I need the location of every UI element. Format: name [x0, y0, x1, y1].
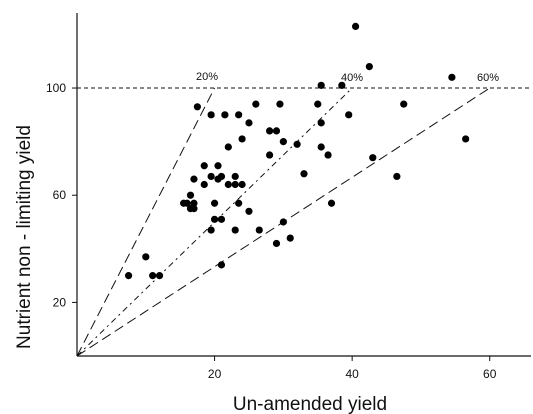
data-point [231, 172, 239, 181]
data-point [217, 261, 226, 269]
data-point [286, 234, 294, 242]
reference-lines: 20% 40% 60% [76, 71, 531, 357]
data-point [317, 143, 325, 151]
data-point [217, 215, 226, 223]
data-point [190, 175, 198, 183]
ref-line-label: 20% [196, 71, 218, 83]
tick-labels: 20 40 60 20 60 100 [46, 81, 497, 381]
y-tick-label: 100 [46, 81, 66, 95]
data-point [190, 205, 198, 213]
data-point [224, 143, 232, 151]
data-point [279, 218, 287, 226]
data-point [238, 180, 246, 189]
data-point [252, 100, 260, 108]
ref-line-20pct [76, 87, 216, 357]
data-point [276, 100, 284, 108]
data-point [324, 151, 332, 159]
data-point [207, 111, 215, 119]
y-tick-label: 60 [53, 188, 67, 202]
x-tick-label: 40 [345, 367, 359, 381]
x-axis-label: Un-amended yield [233, 394, 387, 414]
data-point [266, 151, 274, 159]
ref-line-label: 40% [341, 72, 363, 84]
data-point [317, 81, 325, 89]
data-points [124, 22, 470, 280]
data-point [245, 119, 253, 127]
x-tick-label: 60 [483, 367, 497, 381]
x-tick-label: 20 [208, 367, 222, 381]
data-point [293, 140, 301, 148]
data-point [393, 172, 401, 181]
data-point [217, 172, 226, 181]
data-point [210, 199, 219, 207]
data-point [317, 119, 325, 127]
y-axis-label: Nutrient non - limiting yield [14, 125, 35, 349]
data-point [142, 253, 150, 261]
data-point [300, 170, 308, 178]
data-point [207, 226, 215, 234]
data-point [338, 81, 346, 89]
data-point [351, 22, 360, 30]
data-point [314, 100, 322, 108]
data-point [255, 226, 263, 234]
data-point [327, 199, 336, 207]
data-point [124, 272, 133, 280]
data-point [155, 272, 164, 280]
data-point [149, 272, 157, 280]
data-point [186, 191, 195, 199]
data-point [238, 135, 246, 143]
data-point [231, 226, 239, 234]
data-point [462, 135, 470, 143]
data-point [183, 199, 191, 207]
data-point [193, 103, 201, 111]
data-point [245, 207, 253, 215]
y-tick-label: 20 [53, 295, 67, 309]
data-point [266, 127, 274, 135]
data-point [207, 172, 215, 181]
data-point [214, 162, 222, 170]
data-point [279, 138, 287, 146]
data-point [210, 215, 219, 223]
data-point [235, 111, 243, 119]
data-point [235, 199, 243, 207]
data-point [448, 73, 456, 81]
data-point [200, 180, 208, 189]
data-point [231, 180, 239, 189]
data-point [272, 239, 281, 248]
data-point [272, 127, 281, 135]
ref-line-label: 60% [477, 72, 499, 84]
data-point [221, 111, 229, 119]
data-point [224, 180, 232, 189]
data-point [400, 100, 408, 108]
data-point [365, 62, 373, 71]
data-point [190, 199, 198, 207]
data-point [369, 154, 377, 162]
data-point [200, 162, 208, 170]
axes [72, 13, 531, 361]
data-point [345, 111, 353, 119]
